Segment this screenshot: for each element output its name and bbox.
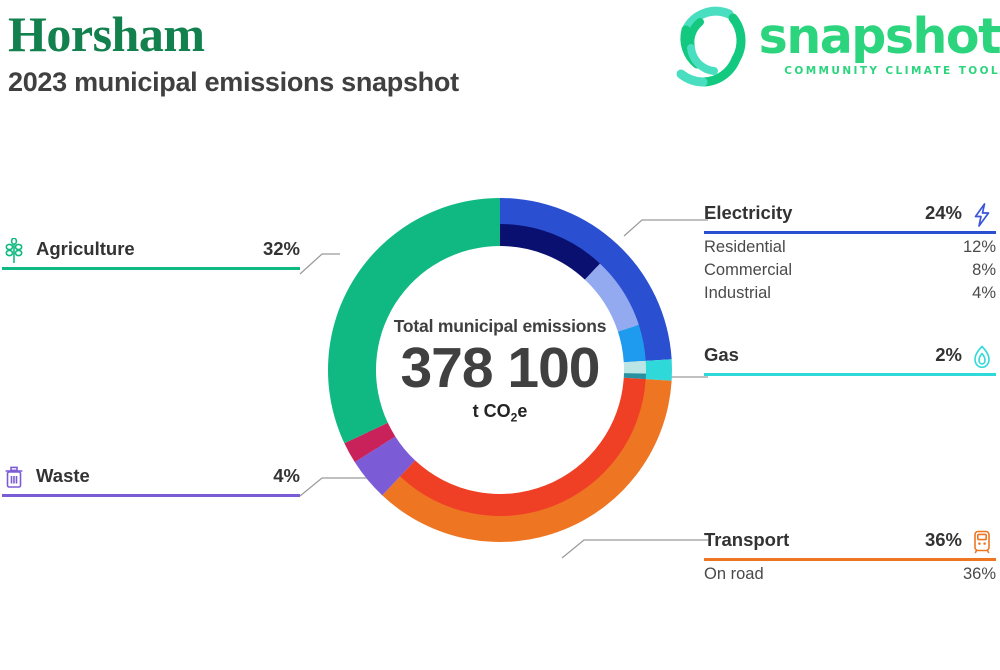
subitem-label: Commercial [704,261,793,279]
subitem-percent: 12% [962,238,996,256]
callout-agriculture[interactable]: Agriculture 32% [2,238,300,270]
logo-wordmark: snapshot [758,8,1000,65]
logo-tagline: COMMUNITY CLIMATE TOOL [784,65,1000,77]
callout-waste-label: Waste [36,465,90,486]
donut-subsegment-other-inner[interactable] [367,422,396,449]
trash-bin-icon [5,466,23,488]
callout-gas-percent: 2% [935,344,962,365]
subitem-label: On road [704,565,764,583]
callout-gas-head: Gas 2% [704,344,996,370]
donut-segment-gas[interactable] [641,359,672,381]
page-subtitle: 2023 municipal emissions snapshot [8,66,459,97]
callout-transport[interactable]: Transport 36% On road 36% [704,529,996,584]
callout-transport-head: Transport 36% [704,529,996,555]
callout-electricity-percent: 24% [924,202,962,223]
subitem-label: Residential [704,238,786,256]
callout-agriculture-rule [2,267,300,270]
donut-subsegment-on-road[interactable] [400,377,646,516]
emissions-donut-chart: Total municipal emissions 378 100 t CO2e [320,190,680,550]
donut-subsegment-waste-inner[interactable] [376,436,416,477]
subitem-row: Residential 12% [704,234,996,257]
snapshot-spiral-logo-icon [676,6,746,87]
donut-subsegment-residential[interactable] [500,224,600,280]
subitem-percent: 4% [972,284,996,302]
callout-agriculture-label: Agriculture [36,238,135,259]
callout-gas[interactable]: Gas 2% [704,344,996,376]
callout-waste-rule [2,494,300,497]
page-title: Horsham [8,6,205,62]
donut-subsegment-gas-residential[interactable] [623,360,646,374]
header: Horsham 2023 municipal emissions snapsho… [8,8,668,98]
subitem-row: Industrial 4% [704,280,996,303]
donut-segment-electricity[interactable] [500,198,672,362]
subitem-row: Commercial 8% [704,257,996,280]
callout-gas-rule [704,373,996,376]
callout-waste-head: Waste 4% [2,465,300,491]
callout-agriculture-percent: 32% [262,238,300,259]
lightning-bolt-icon [974,203,990,227]
donut-subsegment-agriculture-inner[interactable] [353,224,500,433]
callout-gas-label: Gas [704,344,739,365]
donut-subsegment-industrial[interactable] [617,324,646,363]
donut-subsegment-gas-other[interactable] [623,373,646,380]
callout-transport-rule [704,558,996,561]
callout-waste-percent: 4% [273,465,300,486]
subitem-label: Industrial [704,284,771,302]
snapshot-logo: snapshot COMMUNITY CLIMATE TOOL [667,4,1000,92]
callout-waste[interactable]: Waste 4% [2,465,300,497]
callout-electricity-label: Electricity [704,202,793,223]
flame-icon [974,345,990,369]
donut-segment-transport[interactable] [382,378,672,542]
donut-svg [328,198,672,542]
donut-segment-waste[interactable] [354,446,403,496]
callout-electricity-rule [704,231,996,234]
callout-electricity-head: Electricity 24% [704,202,996,228]
tram-icon [974,530,990,554]
callout-transport-percent: 36% [924,529,962,550]
callout-agriculture-head: Agriculture 32% [2,238,300,264]
wheat-icon [5,238,23,263]
callout-electricity[interactable]: Electricity 24% Residential 12% Commerci… [704,202,996,303]
donut-segment-agriculture[interactable] [328,198,500,444]
subitem-percent: 8% [972,261,996,279]
subitem-percent: 36% [962,565,996,583]
callout-transport-label: Transport [704,529,790,550]
subitem-row: On road 36% [704,561,996,584]
donut-subsegment-commercial[interactable] [584,263,639,332]
